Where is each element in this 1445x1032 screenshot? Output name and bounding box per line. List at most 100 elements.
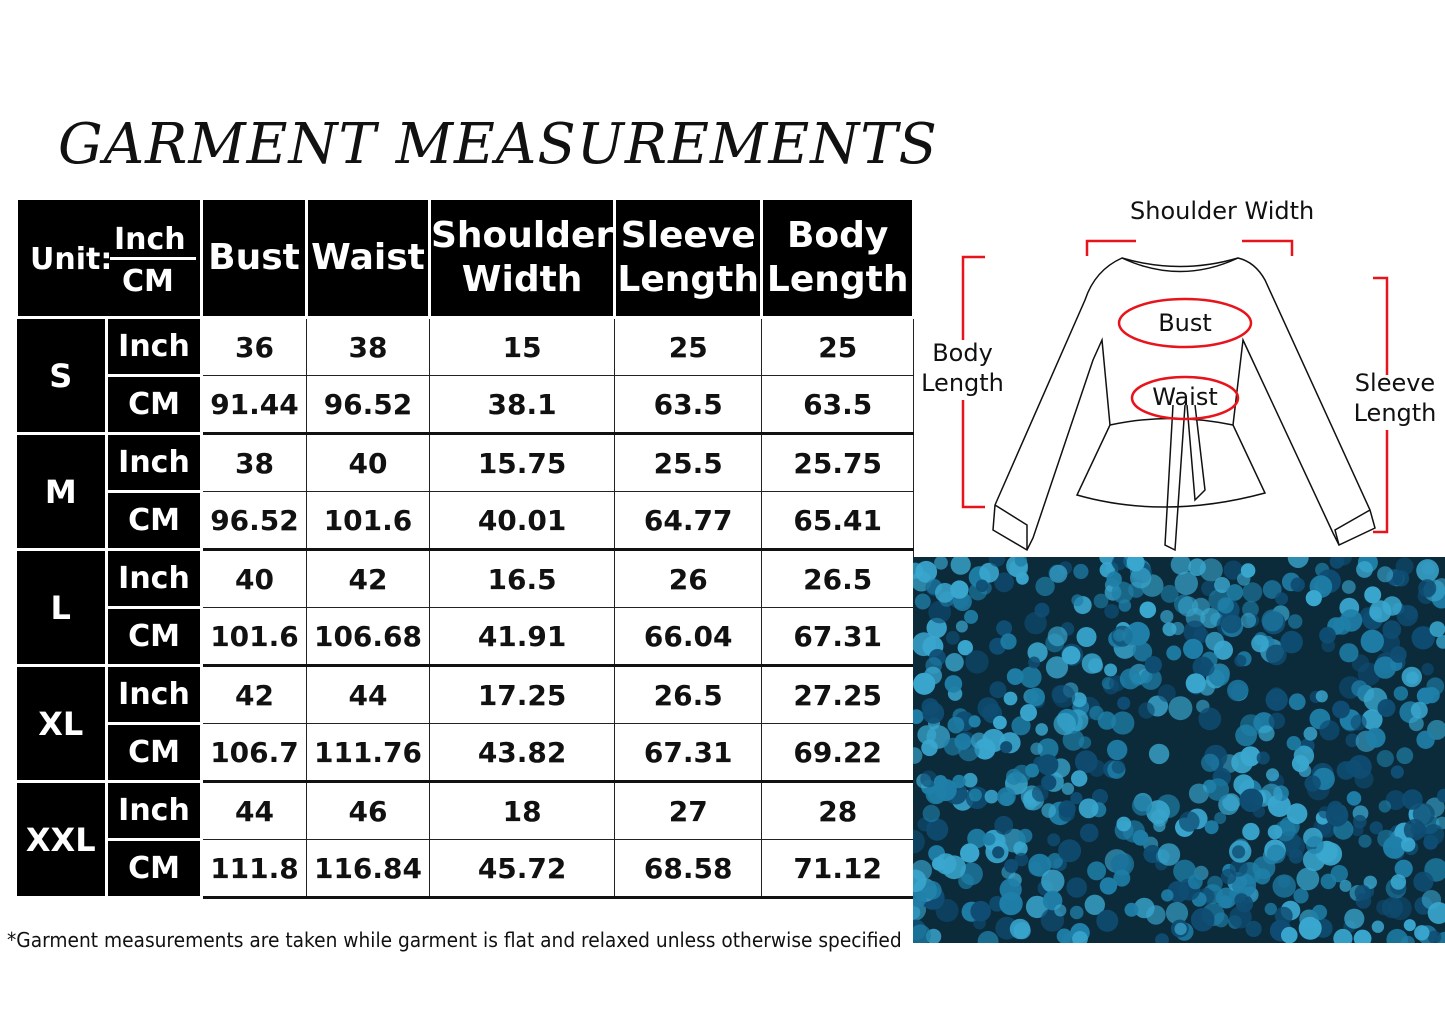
sequin: [1266, 768, 1279, 782]
sequin: [1232, 873, 1257, 898]
cell-value: 26: [614, 549, 763, 608]
sequin: [1020, 704, 1037, 722]
header-row: Unit: Inch CM Bust Waist Shoulder Width …: [15, 200, 916, 319]
sequin: [1207, 875, 1223, 892]
sequin: [931, 857, 946, 871]
cell-value: 111.8: [201, 839, 307, 899]
cell-value: 40: [306, 433, 430, 492]
unit-cm-label: CM: [105, 722, 203, 783]
sequin: [1291, 755, 1310, 773]
sequin: [1235, 724, 1257, 747]
sequin: [967, 828, 987, 849]
sequin: [1111, 557, 1127, 571]
sequin: [964, 609, 979, 624]
sequin: [955, 620, 968, 633]
sequin: [1341, 580, 1356, 594]
cell-value: 63.5: [761, 375, 915, 435]
cell-value: 38: [201, 433, 307, 492]
sequin: [1035, 576, 1055, 597]
sequin: [1286, 736, 1301, 751]
sequin: [923, 881, 942, 900]
sequin: [1107, 739, 1128, 761]
sequin: [1037, 754, 1059, 776]
sequin: [913, 924, 931, 943]
sequin: [954, 733, 972, 750]
sequin: [1013, 922, 1031, 940]
sequin: [1035, 723, 1048, 736]
sequin: [1099, 877, 1118, 895]
sequin: [1199, 660, 1215, 676]
col-body-length: Body Length: [760, 200, 916, 319]
sequin: [1011, 716, 1031, 736]
sequin: [1360, 629, 1384, 653]
sequin: [1410, 822, 1427, 838]
sequin: [962, 772, 978, 788]
row-m-cm: CM 96.52 101.6 40.01 64.77 65.41: [17, 490, 915, 551]
sequin: [917, 725, 937, 745]
cell-value: 42: [201, 665, 307, 724]
cell-value: 46: [306, 781, 430, 840]
sequin: [1304, 775, 1321, 792]
sequin: [1339, 879, 1352, 892]
cell-value: 96.52: [201, 491, 307, 551]
cell-value: 106.7: [201, 723, 307, 783]
sequin: [1383, 836, 1406, 859]
sequin: [947, 716, 965, 734]
sequin: [1174, 922, 1187, 936]
sequin: [1004, 858, 1019, 873]
sequin: [1413, 871, 1434, 892]
sequin: [1130, 567, 1152, 589]
sequin: [1266, 844, 1286, 864]
sequin: [1306, 836, 1324, 854]
sequin: [1223, 560, 1243, 580]
sequin: [968, 715, 981, 728]
sequin: [1286, 803, 1308, 825]
sequin: [1111, 760, 1126, 774]
sequin: [1220, 612, 1242, 634]
sequin: [1261, 609, 1284, 632]
sequin: [1099, 557, 1115, 565]
size-label: XXL: [16, 780, 108, 899]
sequin: [1113, 629, 1126, 642]
sequin: [1281, 926, 1298, 943]
sequin: [921, 698, 940, 716]
sequin: [975, 579, 989, 593]
sequin: [935, 899, 959, 922]
sequin: [1073, 563, 1089, 580]
sequin: [913, 829, 925, 854]
sequin: [1148, 743, 1170, 765]
sequin: [1427, 930, 1442, 943]
sequin: [1058, 805, 1075, 822]
sequin: [1303, 726, 1318, 741]
sequin: [1070, 792, 1083, 805]
sequin: [1041, 869, 1065, 893]
sequin: [922, 804, 940, 823]
size-label: S: [16, 316, 108, 435]
sequin: [1423, 824, 1445, 846]
sequin: [1245, 920, 1262, 937]
cell-value: 66.04: [614, 607, 763, 667]
cell-value: 18: [428, 781, 616, 840]
sequin: [1024, 611, 1047, 635]
sequin: [1066, 877, 1087, 898]
sequin: [1126, 557, 1145, 572]
sequin: [1013, 841, 1028, 856]
sequin: [1084, 894, 1105, 915]
sequin: [1330, 865, 1348, 883]
sequin: [1305, 590, 1322, 607]
sequin: [1386, 928, 1408, 943]
cell-value: 111.76: [306, 723, 430, 783]
sequin: [1390, 874, 1407, 890]
sequin: [1161, 889, 1174, 902]
cell-value: 64.77: [614, 491, 763, 551]
sequin: [1131, 795, 1152, 816]
unit-inch-label: Inch: [105, 548, 203, 609]
sequin: [913, 869, 927, 893]
sequin: [1198, 707, 1222, 731]
unit-inch-label: Inch: [105, 316, 203, 377]
sequin: [1144, 656, 1162, 674]
footnote: *Garment measurements are taken while ga…: [7, 928, 902, 952]
sequin: [1160, 610, 1174, 624]
sequin: [1332, 700, 1350, 719]
sequin: [1421, 663, 1434, 676]
